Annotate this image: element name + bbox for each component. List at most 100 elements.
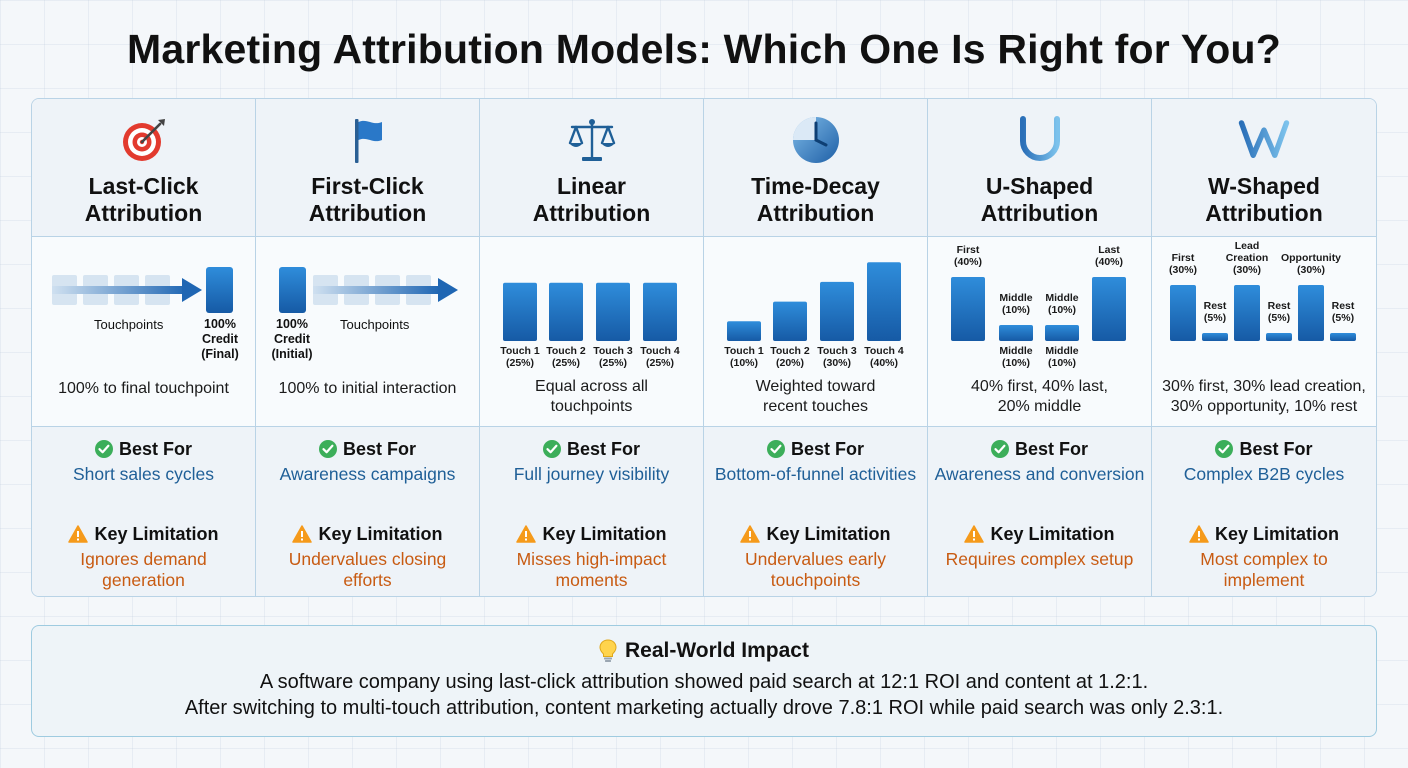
check-circle-icon bbox=[318, 440, 337, 458]
model-name: W-Shaped Attribution bbox=[1205, 173, 1323, 226]
bar-middle bbox=[999, 325, 1033, 341]
bar-touch-3 bbox=[596, 282, 630, 341]
check-circle-icon bbox=[1215, 440, 1234, 458]
model-name: Linear Attribution bbox=[532, 173, 651, 226]
model-name: Time-Decay Attribution bbox=[751, 173, 880, 226]
warning-icon bbox=[964, 525, 985, 543]
bar-rest bbox=[1330, 333, 1356, 341]
bar-label: First bbox=[957, 244, 980, 256]
model-header: Linear Attribution bbox=[480, 99, 703, 237]
w-shape-icon bbox=[1237, 113, 1291, 167]
bar-label: Lead bbox=[1235, 240, 1260, 252]
bar-value: (5%) bbox=[1268, 312, 1290, 324]
key-limitation-value: Undervalues closing efforts bbox=[288, 549, 447, 590]
bar-value: (10%) bbox=[1048, 357, 1076, 369]
warning-icon bbox=[292, 525, 313, 543]
bar-value: (30%) bbox=[823, 357, 851, 369]
bar-label: Touch 4 bbox=[864, 345, 904, 357]
bar-last bbox=[1092, 277, 1126, 341]
impact-heading: Real-World Impact bbox=[32, 639, 1376, 663]
page-title: Marketing Attribution Models: Which One … bbox=[126, 26, 1282, 72]
bar-label: Touch 3 bbox=[817, 345, 857, 357]
best-for-label: Best For bbox=[766, 437, 864, 461]
key-limitation-value: Undervalues early touchpoints bbox=[744, 549, 887, 590]
model-column-u-shaped: U-Shaped Attribution First (40%) Middle (10%… bbox=[928, 99, 1152, 596]
bar-touch-3 bbox=[820, 281, 854, 341]
balance-scale-icon bbox=[565, 113, 619, 167]
check-circle-icon bbox=[94, 440, 113, 458]
model-column-time-decay: Time-Decay Attribution Touch 1 (10%) Touch … bbox=[704, 99, 928, 596]
model-visual: Touch 1 (25%) Touch 2 (25%) Touch 3 (25%) Touc… bbox=[480, 237, 703, 427]
flow-arrow bbox=[52, 286, 188, 294]
key-limitation-value: Ignores demand generation bbox=[80, 549, 207, 590]
flow-arrow bbox=[313, 286, 440, 294]
bar-touch-4 bbox=[867, 262, 901, 341]
bar-touch-2 bbox=[549, 282, 583, 341]
key-limitation-value: Misses high-impact moments bbox=[516, 549, 667, 590]
bar-touch-2 bbox=[773, 301, 807, 341]
bar-label: Touch 2 bbox=[546, 345, 586, 357]
key-limitation-value: Most complex to implement bbox=[1200, 549, 1328, 590]
model-info: Best For Complex B2B cycles Key Limitati… bbox=[1152, 427, 1376, 596]
touchpoints-label: Touchpoints bbox=[94, 317, 164, 332]
touchpoints-label: Touchpoints bbox=[340, 317, 410, 332]
check-circle-icon bbox=[990, 440, 1009, 458]
bar-value: (25%) bbox=[599, 357, 627, 369]
best-for-label: Best For bbox=[318, 437, 416, 461]
model-info: Best For Awareness and conversion Key Li… bbox=[928, 427, 1151, 596]
bar-label: Touch 4 bbox=[640, 345, 680, 357]
bar-rest bbox=[1202, 333, 1228, 341]
check-circle-icon bbox=[766, 440, 785, 458]
model-visual: 100% Credit (Initial) Touchpoints 100% to … bbox=[256, 237, 479, 427]
bar-touch-1 bbox=[503, 282, 537, 341]
bar-label: Touch 3 bbox=[593, 345, 633, 357]
bar-value: (20%) bbox=[776, 357, 804, 369]
model-column-first-click: First-Click Attribution bbox=[256, 99, 480, 596]
credit-label: 100% Credit (Final) bbox=[201, 317, 239, 361]
model-info: Best For Full journey visibility Key Lim… bbox=[480, 427, 703, 596]
credit-label: 100% Credit (Initial) bbox=[271, 317, 313, 361]
key-limitation-label: Key Limitation bbox=[516, 522, 667, 546]
bar-label: Middle bbox=[1045, 345, 1078, 357]
model-header: W-Shaped Attribution bbox=[1152, 99, 1376, 237]
bar-label: Touch 1 bbox=[500, 345, 540, 357]
best-for-label: Best For bbox=[542, 437, 640, 461]
impact-line-2: After switching to multi-touch attributi… bbox=[184, 697, 1224, 719]
bar-lead-creation bbox=[1234, 285, 1260, 341]
model-column-last-click: Last-Click Attribution bbox=[32, 99, 256, 596]
best-for-value: Short sales cycles bbox=[72, 464, 215, 484]
bar-middle bbox=[1045, 325, 1079, 341]
model-info: Best For Short sales cycles Key Limitati… bbox=[32, 427, 255, 596]
bar-value: (10%) bbox=[1002, 304, 1030, 316]
warning-icon bbox=[740, 525, 761, 543]
model-column-linear: Linear Attribution Touch 1 (25%) Touch 2 (25… bbox=[480, 99, 704, 596]
bar-touch-4 bbox=[643, 282, 677, 341]
model-header: Last-Click Attribution bbox=[32, 99, 255, 237]
model-description: Weighted toward recent touches bbox=[755, 378, 876, 415]
model-description: 30% first, 30% lead creation, 30% opportu… bbox=[1162, 378, 1366, 415]
warning-icon bbox=[1189, 525, 1209, 543]
best-for-label: Best For bbox=[990, 437, 1088, 461]
lightbulb-icon bbox=[599, 639, 617, 662]
impact-line-1: A software company using last-click attr… bbox=[259, 671, 1149, 693]
bar-label: Middle bbox=[999, 292, 1032, 304]
model-visual: First (30%) Rest (5%) Lead Creation (30%) Rest(… bbox=[1152, 237, 1376, 427]
real-world-impact-panel: Real-World Impact A software company usi… bbox=[31, 625, 1377, 737]
bar-rest bbox=[1266, 333, 1292, 341]
model-description: 100% to final touchpoint bbox=[58, 380, 229, 397]
warning-icon bbox=[68, 525, 89, 543]
bar-value: (10%) bbox=[1048, 304, 1076, 316]
bar-first bbox=[951, 277, 985, 341]
best-for-label: Best For bbox=[1215, 437, 1313, 461]
key-limitation-label: Key Limitation bbox=[68, 522, 219, 546]
model-description: Equal across all touchpoints bbox=[535, 378, 648, 415]
key-limitation-label: Key Limitation bbox=[964, 522, 1115, 546]
model-visual: Touchpoints 100% Credit (Final) 100% to fi… bbox=[32, 237, 255, 427]
key-limitation-label: Key Limitation bbox=[740, 522, 891, 546]
bar-label: First bbox=[1172, 252, 1195, 264]
bar-value: (25%) bbox=[646, 357, 674, 369]
best-for-label: Best For bbox=[94, 437, 192, 461]
model-name: First-Click Attribution bbox=[308, 173, 427, 226]
bar-value: (25%) bbox=[506, 357, 534, 369]
credit-bar bbox=[279, 267, 306, 313]
